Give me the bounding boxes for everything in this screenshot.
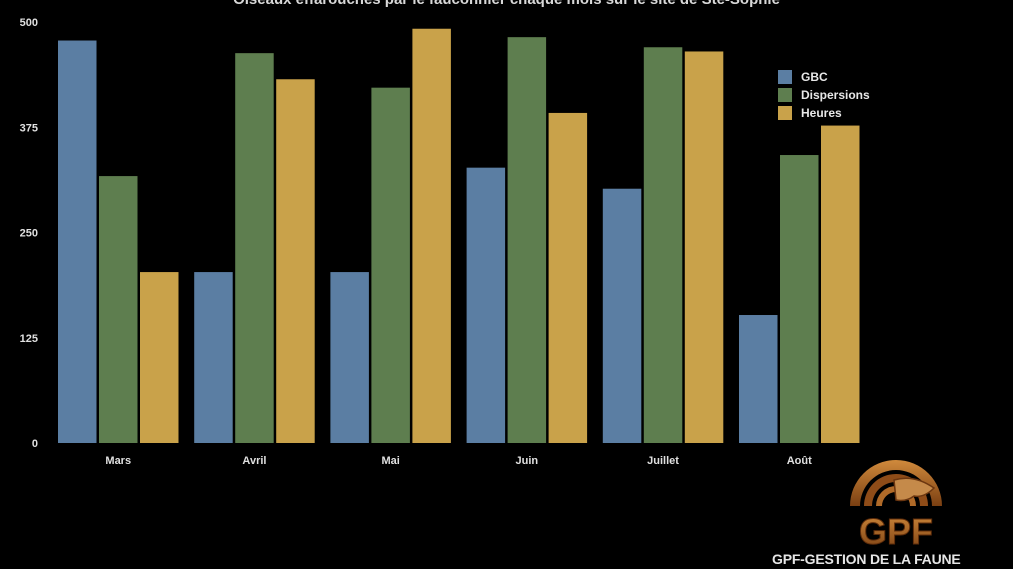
logo-text: GPF [859,511,933,550]
legend-item-heures: Heures [778,104,870,122]
legend-label: Heures [801,106,842,120]
bar-dispersions-mars [99,176,138,443]
bar-heures-mars [140,272,179,443]
x-tick-label: Juillet [647,455,679,467]
x-tick-label: Juin [516,455,539,467]
bar-gbc-juillet [602,188,642,443]
legend-label: GBC [801,70,828,84]
bar-heures-juillet [684,51,724,443]
bar-heures-mai [412,28,451,444]
bar-heures-août [821,125,860,443]
chart-title: Oiseaux effarouchés par le fauconnier ch… [0,0,1013,8]
legend-label: Dispersions [801,88,870,102]
bar-dispersions-juillet [643,47,683,443]
legend-item-gbc: GBC [778,68,870,86]
bar-heures-juin [548,112,588,443]
y-tick-label: 0 [32,438,38,450]
y-tick-label: 125 [20,333,38,345]
y-tick-label: 375 [20,122,38,134]
legend: GBC Dispersions Heures [778,68,870,122]
brand-name: GPF-GESTION DE LA FAUNE [772,551,961,567]
gpf-logo-icon: GPF [850,460,942,550]
bar-dispersions-avril [235,53,274,444]
bar-dispersions-juin [507,37,547,443]
x-tick-label: Mai [381,455,399,467]
y-tick-label: 250 [20,228,38,240]
legend-item-dispersions: Dispersions [778,86,870,104]
legend-swatch [778,70,792,84]
bar-gbc-mars [58,40,97,444]
legend-swatch [778,88,792,102]
bar-gbc-août [739,315,778,443]
legend-swatch [778,106,792,120]
bar-gbc-avril [194,272,233,443]
bar-dispersions-août [780,155,819,443]
x-tick-label: Avril [242,455,266,467]
bar-gbc-juin [466,167,506,443]
x-tick-label: Août [787,455,812,467]
y-tick-label: 500 [20,17,38,29]
bar-gbc-mai [330,272,369,443]
x-tick-label: Mars [105,455,131,467]
bar-heures-avril [276,79,315,444]
bar-dispersions-mai [371,87,410,444]
